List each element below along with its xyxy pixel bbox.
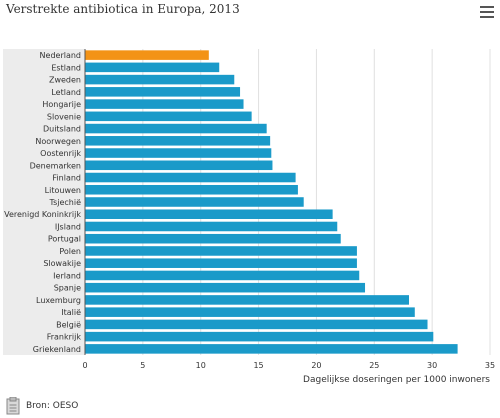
x-tick-label: 35 <box>485 361 495 370</box>
bar-griekenland <box>85 344 458 354</box>
bar-belgië <box>85 319 428 330</box>
bar-finland <box>85 172 296 183</box>
category-label: Ierland <box>53 271 81 280</box>
bar-hongarije <box>85 99 244 109</box>
category-label: Italië <box>61 308 81 317</box>
category-label: Luxemburg <box>36 296 81 305</box>
category-label: Finland <box>52 174 81 183</box>
x-axis-title: Dagelijkse doseringen per 1000 inwoners <box>303 375 490 385</box>
category-label: IJsland <box>55 222 81 231</box>
bar-slovenie <box>85 111 252 122</box>
source-note: Bron: OESO <box>6 396 78 416</box>
x-tick-label: 10 <box>196 361 206 370</box>
category-label: Spanje <box>54 284 81 293</box>
bar-portugal <box>85 233 341 244</box>
chart-title: Verstrekte antibiotica in Europa, 2013 <box>6 2 240 16</box>
category-band <box>3 49 85 355</box>
bar-nederland <box>85 50 209 60</box>
bar-denemarken <box>85 160 273 171</box>
category-label: Portugal <box>48 235 81 244</box>
category-label: Oostenrijk <box>40 149 81 158</box>
category-label: Duitsland <box>43 125 81 134</box>
bar-italië <box>85 307 415 317</box>
bar-letland <box>85 87 241 97</box>
category-label: Estland <box>51 63 81 72</box>
category-label: Frankrijk <box>47 333 82 342</box>
bar-polen <box>85 246 357 256</box>
x-tick-label: 15 <box>253 361 263 370</box>
x-tick-label: 25 <box>369 361 379 370</box>
bar-oostenrijk <box>85 148 272 158</box>
bar-slowakije <box>85 258 357 268</box>
bar-tsjechië <box>85 197 304 207</box>
category-label: Polen <box>59 247 81 256</box>
category-label: Slowakije <box>43 259 81 268</box>
x-tick-label: 20 <box>311 361 321 370</box>
category-label: Hongarije <box>42 100 81 109</box>
category-label: Griekenland <box>33 345 81 354</box>
bar-duitsland <box>85 123 267 134</box>
category-label: Noorwegen <box>35 137 81 146</box>
bar-ierland <box>85 270 360 281</box>
bar-verenigd-koninkrijk <box>85 209 333 220</box>
category-label: Nederland <box>40 51 81 60</box>
report-icon <box>6 397 20 415</box>
category-label: Litouwen <box>45 186 81 195</box>
bar-litouwen <box>85 184 298 195</box>
category-label: Slovenie <box>47 112 81 121</box>
bar-estland <box>85 62 220 73</box>
category-label: Zweden <box>49 76 81 85</box>
category-label: Letland <box>51 88 81 97</box>
bar-chart: Nederland Estland Zweden Letland Hongarije Sl… <box>3 49 495 385</box>
bar-zweden <box>85 74 235 85</box>
x-tick-label: 0 <box>82 361 87 370</box>
x-tick-label: 5 <box>140 361 145 370</box>
category-label: Verenigd Koninkrijk <box>4 210 81 219</box>
category-label: Tsjechië <box>49 198 82 207</box>
bar-spanje <box>85 282 366 293</box>
bar-ijsland <box>85 221 338 232</box>
hamburger-menu-icon[interactable] <box>480 6 494 18</box>
category-label: België <box>56 320 81 329</box>
bar-noorwegen <box>85 136 271 146</box>
x-tick-label: 30 <box>427 361 437 370</box>
bar-frankrijk <box>85 331 434 342</box>
category-label: Denemarken <box>30 161 81 170</box>
bar-luxemburg <box>85 295 409 305</box>
source-text: Bron: OESO <box>26 401 79 411</box>
